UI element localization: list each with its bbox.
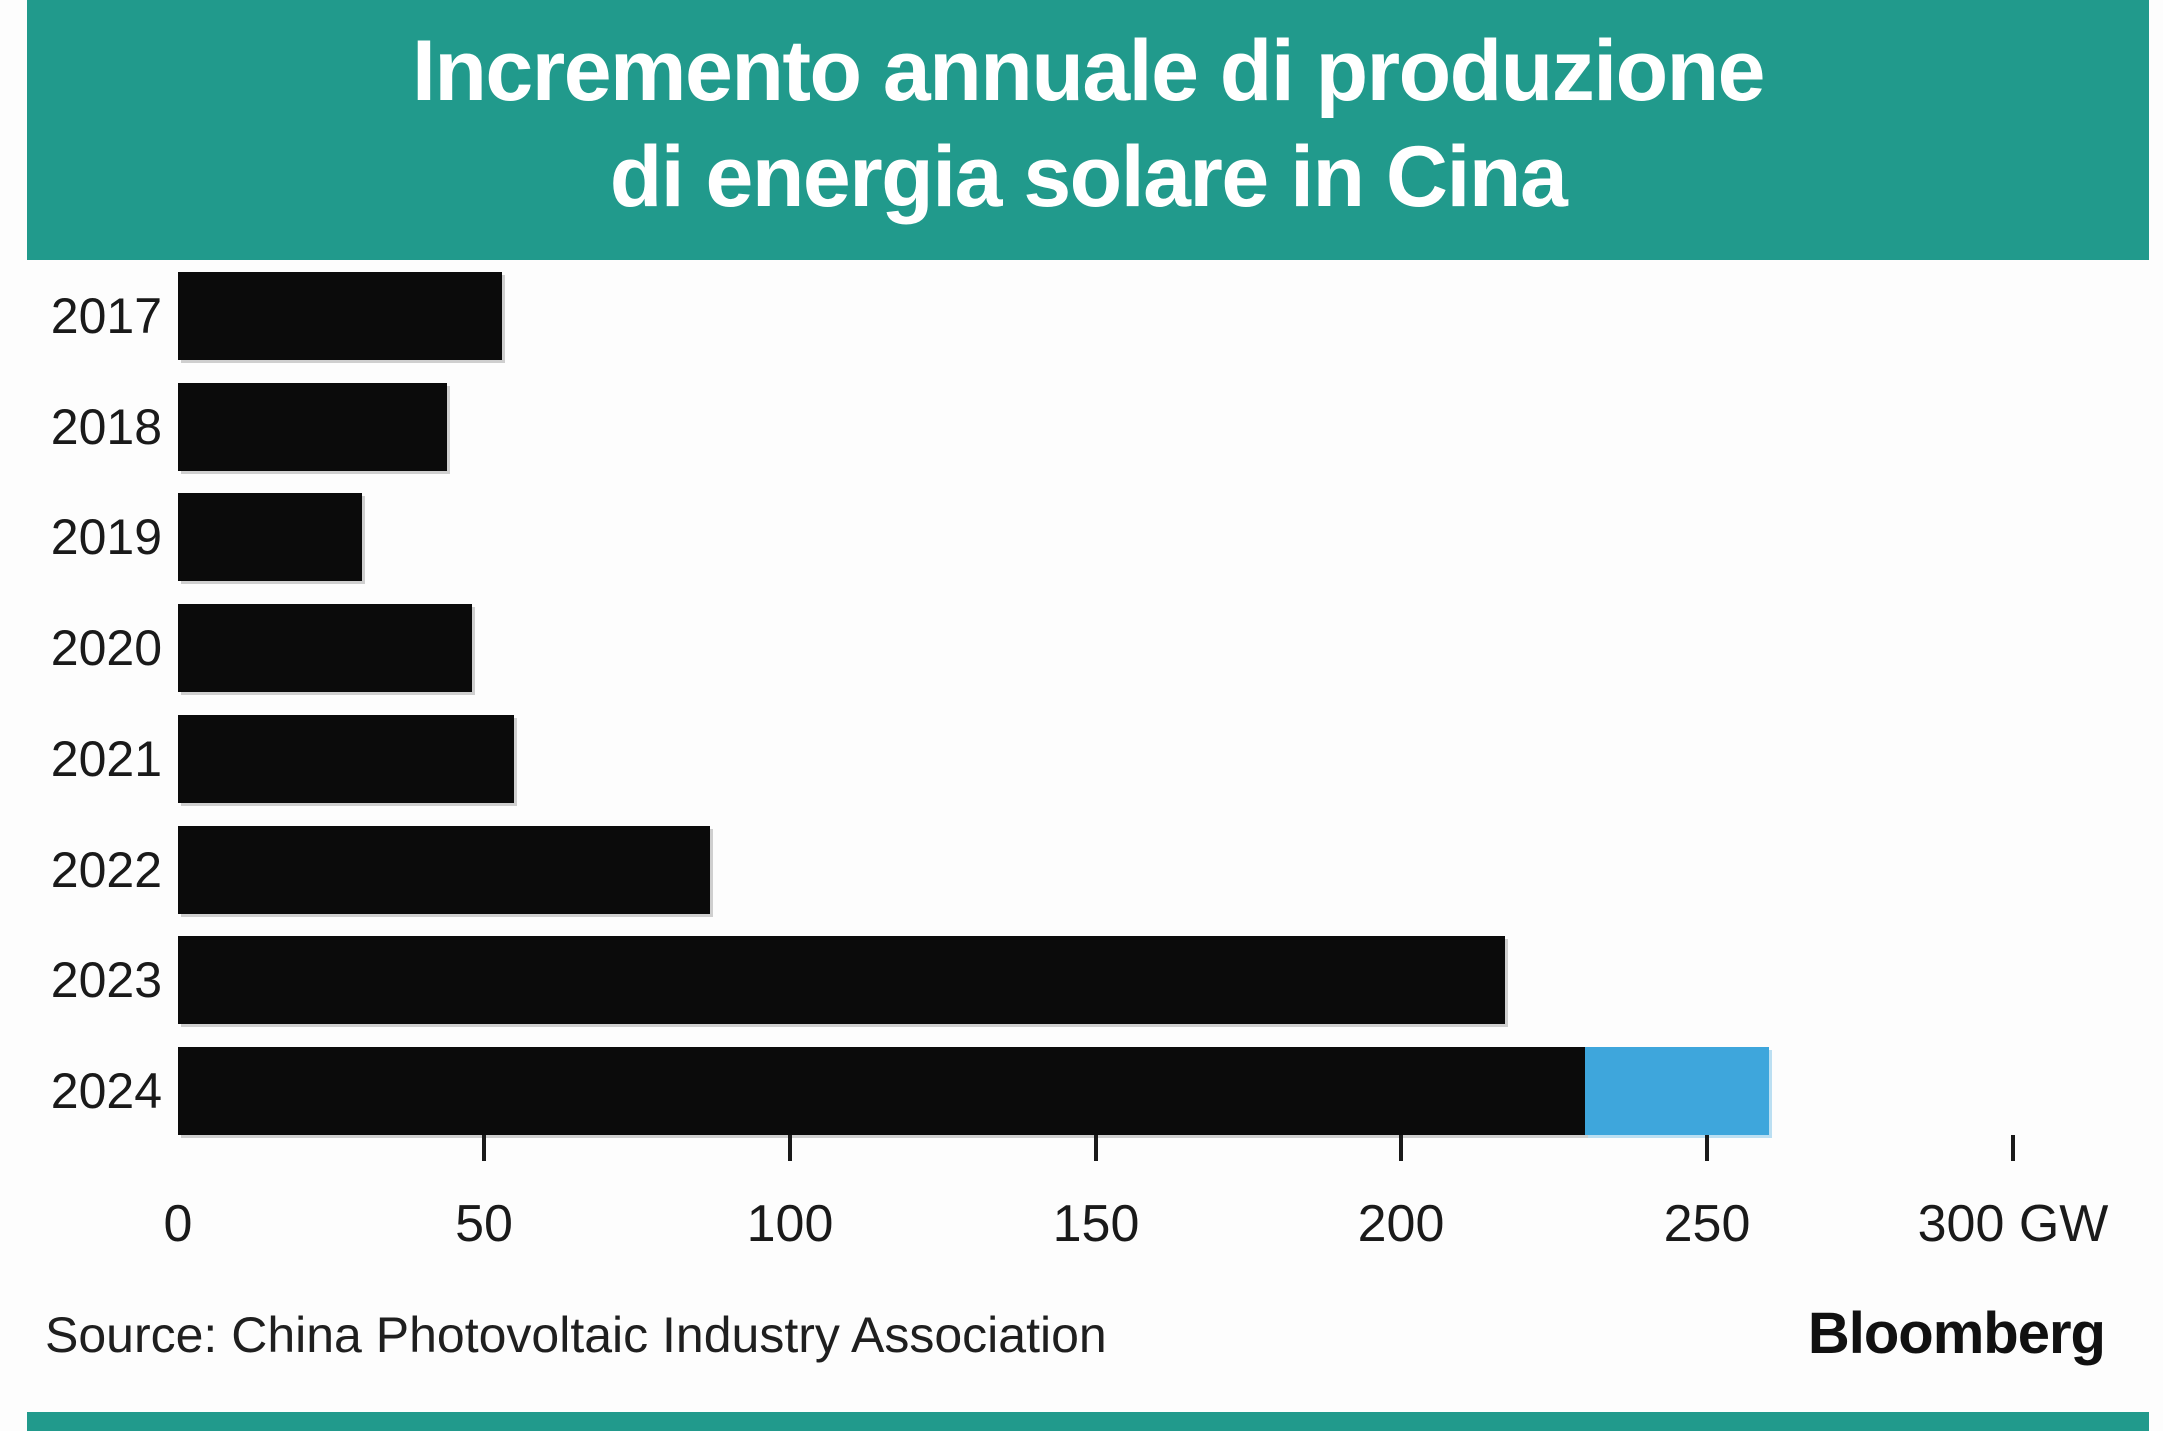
x-axis-tick-label-150: 150 — [1052, 1195, 1140, 1253]
y-axis-label-2023: 2023 — [50, 952, 162, 1008]
bar-2024-forecast — [1585, 1047, 1769, 1135]
x-axis-tick-label-300: 300 GW — [1917, 1195, 2109, 1253]
y-axis-label-2017: 2017 — [50, 288, 162, 344]
bloomberg-logo: Bloomberg — [1807, 1301, 2106, 1366]
x-axis-tick-150 — [1094, 1135, 1098, 1161]
y-axis-label-2018: 2018 — [50, 399, 162, 455]
y-axis-label-2019: 2019 — [50, 509, 162, 565]
bar-2024 — [178, 1047, 1585, 1135]
bar-2020 — [178, 604, 472, 692]
bar-2023 — [178, 936, 1505, 1024]
bar-2018 — [178, 383, 447, 471]
x-axis-tick-label-250: 250 — [1663, 1195, 1751, 1253]
x-axis-tick-250 — [1705, 1135, 1709, 1161]
x-axis-tick-100 — [788, 1135, 792, 1161]
x-axis-tick-200 — [1399, 1135, 1403, 1161]
x-axis-tick-label-50: 50 — [455, 1195, 513, 1253]
bar-2019 — [178, 493, 362, 581]
bar-2022 — [178, 826, 710, 914]
y-axis-label-2022: 2022 — [50, 842, 162, 898]
chart-title-line1: Incremento annuale di produzione — [411, 23, 1766, 119]
chart-title-line2: di energia solare in Cina — [609, 129, 1568, 225]
y-axis-label-2024: 2024 — [50, 1063, 162, 1119]
chart-header: Incremento annuale di produzione di energ… — [27, 0, 2149, 260]
x-axis-tick-300 — [2011, 1135, 2015, 1161]
y-axis-label-2020: 2020 — [50, 620, 162, 676]
source-note: Source: China Photovoltaic Industry Asso… — [45, 1307, 1107, 1363]
chart-title: Incremento annuale di produzione di energ… — [27, 0, 2149, 230]
x-axis-tick-label-0: 0 — [163, 1195, 193, 1253]
x-axis-tick-label-200: 200 — [1357, 1195, 1445, 1253]
bottom-accent-bar — [27, 1412, 2149, 1431]
bar-2021 — [178, 715, 514, 803]
x-axis-tick-50 — [482, 1135, 486, 1161]
x-axis-tick-label-100: 100 — [746, 1195, 834, 1253]
y-axis-label-2021: 2021 — [50, 731, 162, 787]
bar-2017 — [178, 272, 502, 360]
